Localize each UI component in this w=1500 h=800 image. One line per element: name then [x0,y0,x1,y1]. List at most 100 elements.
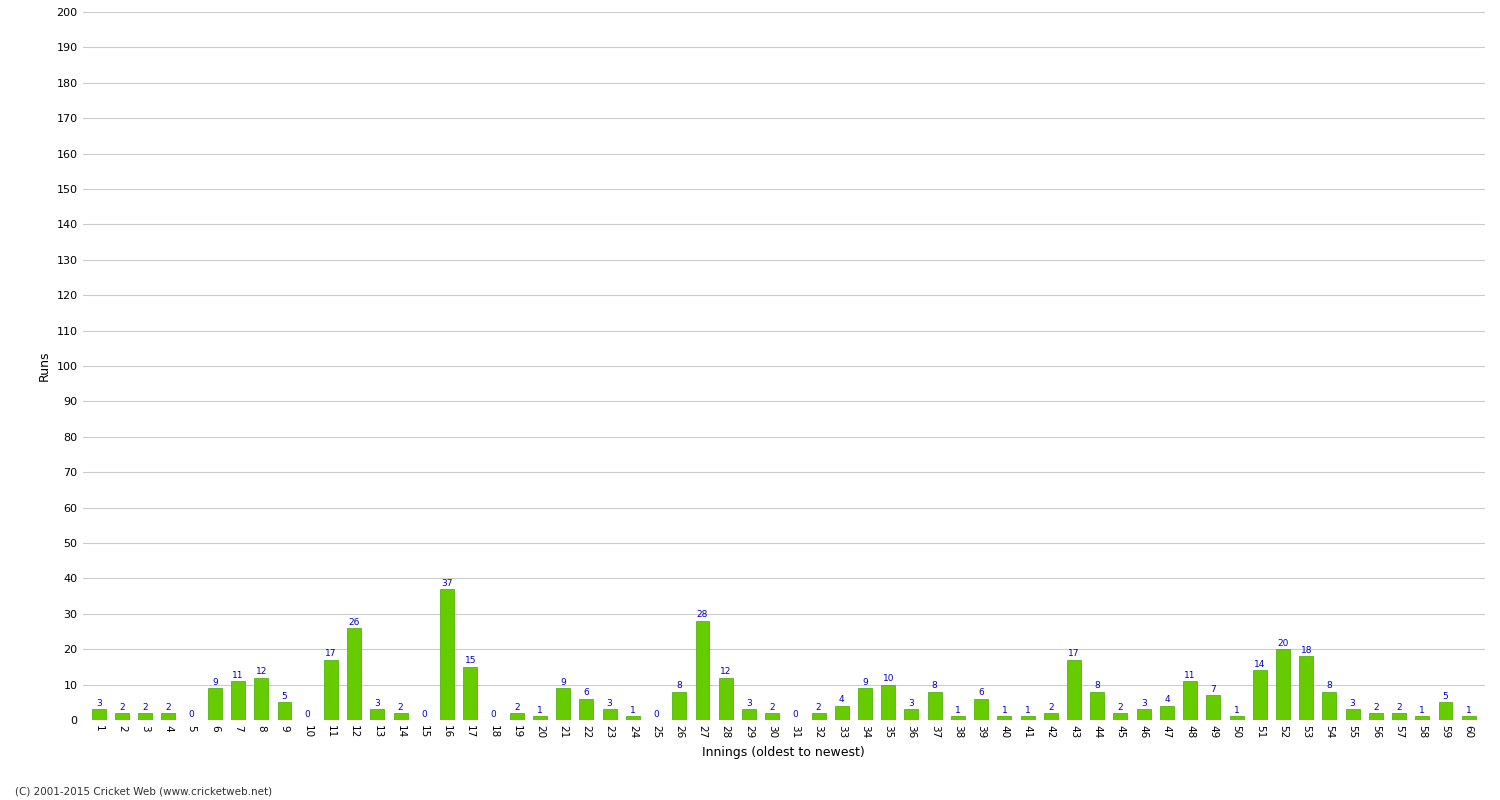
Text: 10: 10 [882,674,894,683]
Bar [440,589,454,720]
Bar [324,660,338,720]
Bar [1184,681,1197,720]
Bar [1346,710,1359,720]
Bar [1206,695,1221,720]
Bar [162,713,176,720]
Text: 3: 3 [1142,699,1146,708]
Text: 6: 6 [978,688,984,698]
Bar [209,688,222,720]
Bar [370,710,384,720]
Text: 11: 11 [1185,670,1196,680]
Text: 17: 17 [1068,650,1080,658]
Text: 0: 0 [792,710,798,718]
Text: 0: 0 [189,710,195,718]
Text: 0: 0 [652,710,658,718]
Text: 5: 5 [1443,692,1449,701]
Bar [974,698,988,720]
Text: 3: 3 [909,699,915,708]
Text: 2: 2 [165,702,171,711]
Text: 1: 1 [1466,706,1472,715]
Text: 8: 8 [1095,682,1100,690]
Text: 28: 28 [698,610,708,619]
Bar [1160,706,1174,720]
Text: 3: 3 [606,699,612,708]
Text: 7: 7 [1210,685,1216,694]
Bar [718,678,732,720]
Bar [464,667,477,720]
Bar [278,702,291,720]
Text: 3: 3 [1350,699,1356,708]
Text: 4: 4 [839,695,844,705]
Bar [1392,713,1406,720]
Text: 2: 2 [514,702,519,711]
Bar [579,698,594,720]
Text: 37: 37 [441,578,453,588]
Bar [1276,650,1290,720]
Text: 17: 17 [326,650,336,658]
Bar [1113,713,1128,720]
Text: 8: 8 [676,682,682,690]
Text: 1: 1 [630,706,636,715]
Text: 2: 2 [1118,702,1124,711]
Bar [858,688,871,720]
Text: 3: 3 [746,699,752,708]
Bar [626,717,640,720]
Bar [116,713,129,720]
Text: 1: 1 [1002,706,1007,715]
Bar [532,717,548,720]
Text: 3: 3 [375,699,381,708]
Bar [1230,717,1244,720]
Text: 1: 1 [537,706,543,715]
Bar [882,685,896,720]
Bar [765,713,778,720]
Text: 5: 5 [282,692,288,701]
Text: 8: 8 [932,682,938,690]
Text: 0: 0 [304,710,310,718]
Text: 12: 12 [255,667,267,676]
Text: 2: 2 [1372,702,1378,711]
Text: (C) 2001-2015 Cricket Web (www.cricketweb.net): (C) 2001-2015 Cricket Web (www.cricketwe… [15,786,272,796]
Bar [1066,660,1082,720]
Bar [742,710,756,720]
Bar [1299,656,1312,720]
Text: 2: 2 [1048,702,1053,711]
Text: 26: 26 [348,618,360,626]
Bar [836,706,849,720]
Bar [556,688,570,720]
Text: 2: 2 [398,702,404,711]
Text: 1: 1 [1233,706,1239,715]
Bar [1044,713,1058,720]
Bar [231,681,244,720]
Text: 15: 15 [465,657,476,666]
Text: 9: 9 [561,678,566,686]
Bar [904,710,918,720]
Bar [1252,670,1266,720]
Text: 2: 2 [142,702,148,711]
Text: 6: 6 [584,688,590,698]
Bar [998,717,1011,720]
Text: 11: 11 [232,670,244,680]
Bar [393,713,408,720]
Bar [255,678,268,720]
Text: 20: 20 [1278,638,1288,648]
Bar [1462,717,1476,720]
Text: 2: 2 [1396,702,1402,711]
Bar [346,628,362,720]
Text: 9: 9 [862,678,868,686]
Bar [812,713,825,720]
Bar [1416,717,1430,720]
Bar [696,621,709,720]
Bar [951,717,964,720]
Bar [1020,717,1035,720]
Bar [1370,713,1383,720]
Text: 4: 4 [1164,695,1170,705]
Text: 2: 2 [118,702,124,711]
Text: 1: 1 [1419,706,1425,715]
Text: 0: 0 [490,710,496,718]
Text: 9: 9 [211,678,217,686]
Bar [92,710,105,720]
Bar [927,692,942,720]
Text: 1: 1 [956,706,962,715]
Text: 2: 2 [770,702,776,711]
Text: 18: 18 [1300,646,1312,655]
